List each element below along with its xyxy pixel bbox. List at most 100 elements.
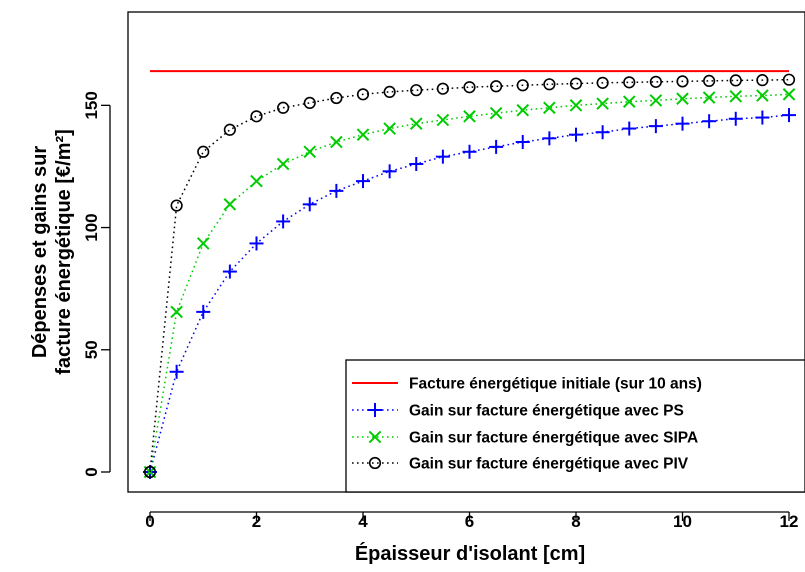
data-point-s1-23 bbox=[755, 110, 770, 125]
x-tick-label: 10 bbox=[673, 512, 692, 531]
legend-label-1: Gain sur facture énergétique avec PS bbox=[409, 403, 684, 420]
series-connector-3 bbox=[149, 78, 790, 473]
data-point-s1-19 bbox=[648, 119, 663, 134]
data-point-s1-4 bbox=[249, 236, 264, 251]
legend-label-3: Gain sur facture énergétique avec PIV bbox=[409, 456, 689, 473]
data-point-s2-21 bbox=[702, 91, 716, 104]
data-point-s3-9 bbox=[383, 85, 396, 98]
data-point-s1-12 bbox=[462, 144, 477, 159]
y-axis-title-line-2: facture énergétique [€/m²] bbox=[53, 129, 75, 375]
data-point-s3-23 bbox=[756, 74, 769, 87]
data-point-s1-8 bbox=[356, 174, 370, 189]
data-point-s2-3 bbox=[223, 198, 237, 211]
data-point-s1-20 bbox=[675, 116, 690, 131]
data-point-s1-9 bbox=[382, 164, 397, 179]
data-point-s1-10 bbox=[409, 157, 424, 171]
data-point-s1-7 bbox=[329, 183, 344, 198]
data-point-s3-8 bbox=[356, 88, 370, 101]
data-point-s1-13 bbox=[489, 139, 504, 154]
data-point-s2-13 bbox=[489, 106, 503, 120]
data-point-s2-12 bbox=[463, 110, 476, 123]
legend-label-0: Facture énergétique initiale (sur 10 ans… bbox=[409, 376, 702, 393]
y-tick-label: 50 bbox=[82, 340, 101, 359]
data-point-s2-17 bbox=[596, 97, 609, 110]
legend-label-2: Gain sur facture énergétique avec SIPA bbox=[409, 430, 698, 447]
data-point-s1-21 bbox=[702, 114, 717, 129]
data-point-s3-20 bbox=[676, 75, 689, 88]
data-point-s2-7 bbox=[330, 135, 343, 149]
data-point-s2-10 bbox=[409, 117, 423, 130]
y-tick-label: 150 bbox=[82, 91, 101, 119]
data-point-s1-22 bbox=[728, 111, 743, 126]
data-point-s3-6 bbox=[303, 96, 316, 109]
data-point-s2-22 bbox=[729, 89, 743, 103]
data-point-s1-11 bbox=[435, 149, 450, 164]
data-point-s3-21 bbox=[703, 74, 716, 87]
data-point-s1-24 bbox=[782, 108, 796, 123]
legend: Facture énergétique initiale (sur 10 ans… bbox=[345, 359, 805, 493]
data-point-s3-10 bbox=[410, 84, 423, 97]
axis-layer: 0 2 4 6 8 10 12 0 50 100 150 bbox=[82, 91, 798, 531]
data-point-s3-11 bbox=[436, 82, 449, 95]
x-tick-label: 0 bbox=[145, 512, 154, 531]
data-point-s1-18 bbox=[622, 121, 637, 136]
data-point-s1-14 bbox=[515, 135, 530, 149]
x-axis-title: Épaisseur d'isolant [cm] bbox=[355, 542, 585, 565]
data-point-s3-1 bbox=[170, 199, 183, 212]
data-point-s2-24 bbox=[782, 88, 796, 101]
data-layer bbox=[143, 70, 796, 479]
data-point-s2-5 bbox=[276, 157, 290, 171]
y-tick-label: 0 bbox=[82, 467, 101, 476]
data-point-s3-18 bbox=[623, 76, 636, 89]
data-point-s2-18 bbox=[622, 95, 636, 108]
x-tick-label: 8 bbox=[571, 512, 580, 531]
legend-swatch-marker-1 bbox=[368, 403, 382, 417]
data-point-s2-4 bbox=[250, 174, 263, 188]
data-point-s3-3 bbox=[223, 123, 236, 136]
data-point-s1-2 bbox=[196, 304, 211, 319]
data-point-s1-16 bbox=[569, 127, 583, 142]
x-tick-label: 12 bbox=[780, 512, 799, 531]
data-point-s2-20 bbox=[676, 92, 689, 106]
data-point-s1-5 bbox=[276, 214, 291, 229]
data-point-s3-22 bbox=[729, 74, 742, 87]
data-point-s1-6 bbox=[302, 197, 317, 212]
data-point-s2-8 bbox=[356, 128, 370, 141]
x-tick-label: 6 bbox=[465, 512, 474, 531]
data-point-s1-1 bbox=[169, 364, 184, 379]
data-point-s2-14 bbox=[516, 103, 530, 117]
data-point-s2-1 bbox=[170, 305, 183, 319]
x-tick-label: 4 bbox=[358, 512, 368, 531]
data-point-s3-15 bbox=[543, 78, 556, 91]
data-point-s2-2 bbox=[196, 237, 210, 250]
data-point-s2-9 bbox=[383, 122, 396, 135]
data-point-s3-12 bbox=[463, 81, 476, 94]
legend-swatch-marker-2 bbox=[368, 430, 382, 444]
data-point-s3-17 bbox=[596, 76, 609, 89]
data-point-s2-19 bbox=[649, 94, 663, 107]
y-tick-label: 100 bbox=[82, 213, 101, 241]
data-point-s2-11 bbox=[436, 113, 450, 127]
data-point-s3-4 bbox=[250, 110, 263, 123]
data-point-s3-0 bbox=[143, 465, 157, 479]
data-point-s3-24 bbox=[782, 73, 796, 86]
data-point-s3-16 bbox=[569, 77, 583, 90]
data-point-s2-6 bbox=[303, 145, 317, 159]
y-axis-title-line-1: Dépenses et gains sur bbox=[29, 146, 51, 359]
data-point-s3-5 bbox=[277, 101, 290, 114]
data-point-s1-3 bbox=[222, 264, 237, 279]
data-point-s3-19 bbox=[649, 75, 662, 88]
data-point-s3-7 bbox=[330, 91, 343, 105]
data-point-s1-15 bbox=[542, 131, 557, 146]
data-point-s2-23 bbox=[756, 89, 769, 102]
data-point-s1-17 bbox=[595, 125, 610, 140]
data-point-s3-14 bbox=[516, 79, 529, 92]
legend-box bbox=[345, 359, 805, 493]
data-point-s3-2 bbox=[197, 145, 210, 158]
data-point-s3-13 bbox=[490, 80, 503, 93]
data-point-s2-15 bbox=[543, 101, 556, 115]
x-tick-label: 2 bbox=[252, 512, 261, 531]
data-point-s2-16 bbox=[569, 99, 583, 112]
legend-swatch-marker-3 bbox=[368, 456, 382, 470]
